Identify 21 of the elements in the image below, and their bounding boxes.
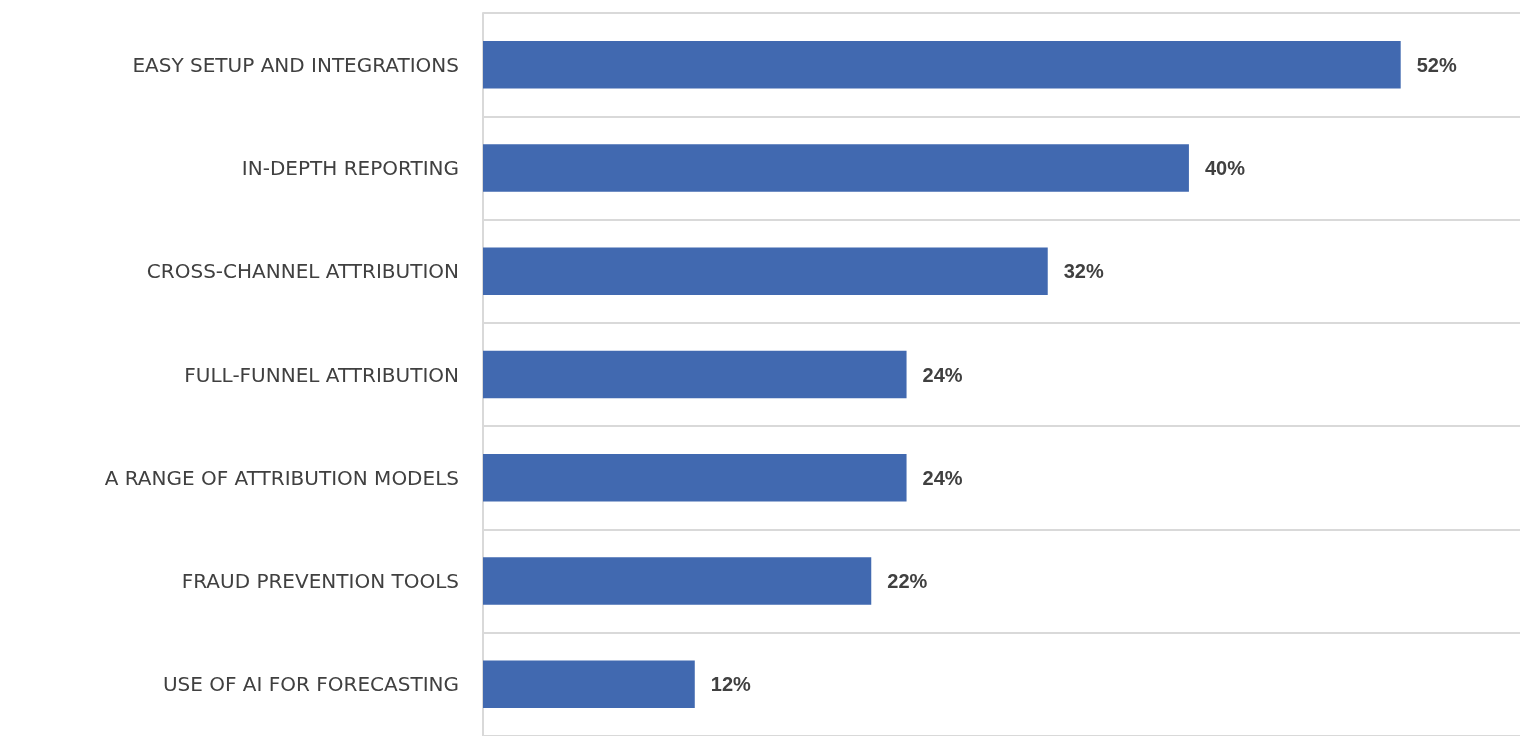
bar	[483, 40, 1401, 89]
bar	[483, 350, 907, 399]
data-label: 22%	[887, 570, 928, 593]
data-label: 12%	[710, 673, 752, 696]
y-tick-label: FULL-FUNNEL ATTRIBUTION	[184, 362, 459, 387]
data-label: 24%	[922, 363, 963, 386]
data-label: 24%	[922, 466, 963, 489]
y-tick-label: IN-DEPTH REPORTING	[241, 155, 459, 180]
y-tick-label: EASY SETUP AND INTEGRATIONS	[132, 52, 459, 77]
y-tick-label: CROSS-CHANNEL ATTRIBUTION	[146, 259, 459, 284]
bar	[483, 557, 872, 605]
bar	[483, 660, 695, 709]
y-tick-label: FRAUD PREVENTION TOOLS	[181, 569, 459, 594]
bar	[483, 454, 907, 502]
bar	[483, 247, 1048, 295]
data-label: 40%	[1204, 156, 1246, 179]
data-label: 32%	[1063, 260, 1104, 283]
bar	[483, 144, 1189, 192]
y-tick-label: A RANGE OF ATTRIBUTION MODELS	[104, 465, 459, 490]
y-tick-label: USE OF AI FOR FORECASTING	[162, 672, 459, 697]
data-label: 52%	[1416, 53, 1457, 76]
